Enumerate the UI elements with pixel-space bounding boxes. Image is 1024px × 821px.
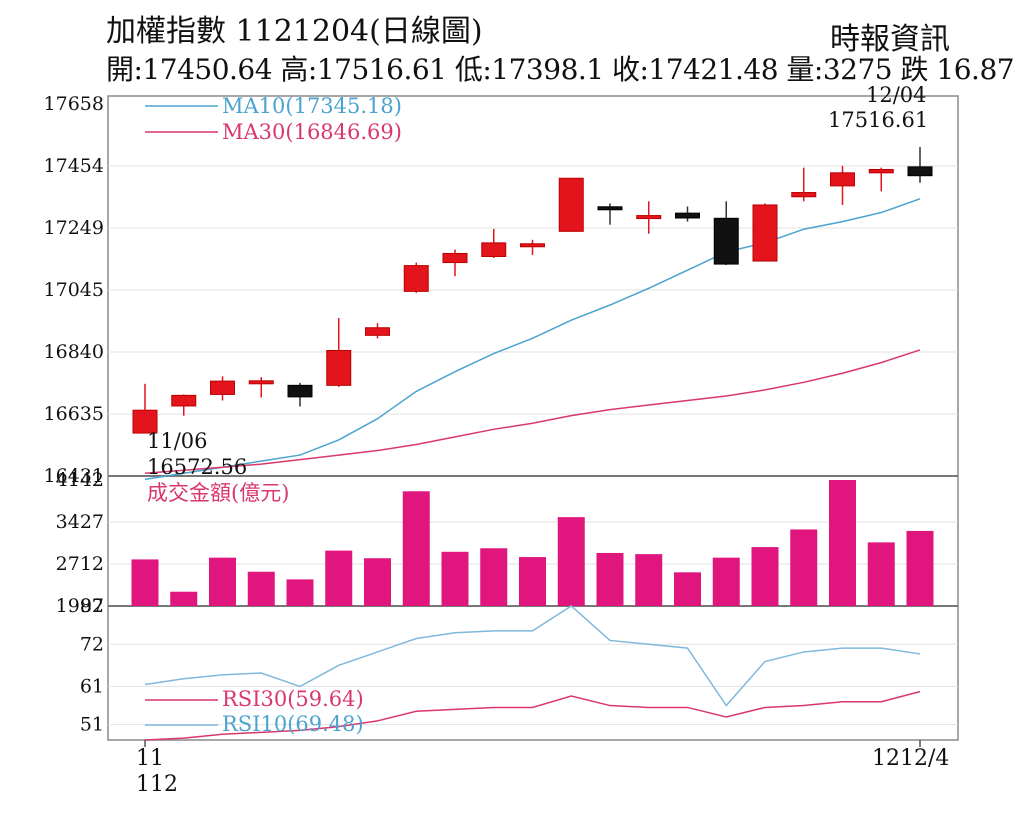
volume-bar (790, 529, 818, 606)
volume-bar (247, 571, 275, 606)
rsi-panel: RSI30(59.64)RSI10(69.48) (144, 605, 921, 741)
candle-body (248, 380, 274, 385)
volume-bar (867, 542, 895, 606)
annotation-high-value: 17516.61 (828, 108, 928, 132)
candle-body (752, 204, 778, 262)
annotation-high-date: 12/04 (866, 83, 927, 107)
x-label-last-date: 12/4 (900, 746, 949, 771)
y-tick-label: 17249 (44, 217, 104, 239)
volume-panel: 成交金額(億元) (131, 480, 934, 606)
candle-body (520, 243, 545, 248)
ma30-line (144, 349, 921, 475)
candle-body (481, 242, 507, 257)
y-tick-label: 4142 (56, 469, 104, 491)
annotation-low-value: 16572.56 (147, 455, 247, 479)
plot-border (107, 95, 959, 741)
volume-bar (209, 557, 236, 606)
y-tick-label: 17045 (44, 279, 104, 301)
candle-body (287, 384, 313, 398)
candle-body (132, 409, 158, 434)
candle-body (442, 252, 468, 264)
volume-bar (170, 591, 198, 606)
volume-legend: 成交金額(億元) (147, 481, 289, 505)
candle-body (636, 215, 662, 220)
candle-body (171, 394, 197, 407)
y-tick-label: 16635 (44, 403, 104, 425)
y-tick-label: 16431 (44, 465, 104, 487)
candle-body (558, 177, 584, 232)
volume-bar (674, 572, 701, 606)
candle-body (675, 212, 700, 219)
candle-body (403, 265, 429, 292)
candle-body (597, 206, 623, 211)
price-panel: MA10(17345.18)MA30(16846.69) 11/0616572.5… (132, 83, 933, 481)
legend-ma10: MA10(17345.18) (222, 94, 402, 118)
candle-body (210, 380, 235, 395)
rsi10-line (144, 605, 921, 707)
candle-body (713, 217, 739, 265)
volume-bar (557, 517, 585, 606)
y-tick-label: 61 (80, 675, 104, 697)
chart-title: 加權指數 1121204(日線圖) (106, 14, 483, 49)
y-tick-label: 2712 (56, 553, 104, 575)
candle-body (830, 172, 855, 187)
y-tick-label: 51 (80, 714, 104, 736)
chart-frame (107, 95, 959, 741)
candle-body (791, 192, 817, 198)
volume-bar (712, 557, 740, 606)
volume-bar (519, 557, 546, 606)
x-label-month: 11 (136, 746, 164, 771)
candle-body (365, 327, 390, 336)
volume-bar (131, 559, 159, 606)
y-tick-label: 3427 (56, 511, 104, 533)
volume-bar (829, 480, 856, 606)
volume-bar (286, 579, 314, 606)
y-tick-label: 17454 (44, 155, 104, 177)
legend-ma30: MA30(16846.69) (222, 120, 402, 144)
volume-bar (906, 530, 934, 606)
volume-bar (364, 558, 391, 606)
volume-bar (596, 552, 624, 606)
volume-bar (325, 550, 353, 606)
candle-body (907, 166, 933, 177)
volume-bar (480, 548, 508, 606)
annotation-low-date: 11/06 (147, 429, 208, 453)
volume-bar (402, 491, 430, 606)
x-label-month-end: 12 (872, 746, 900, 771)
volume-bar (441, 551, 469, 606)
ma10-line (144, 198, 921, 481)
y-tick-label: 17658 (44, 93, 104, 115)
rsi30-line (144, 690, 921, 741)
candle-body (868, 168, 894, 174)
volume-bar (751, 547, 779, 606)
y-tick-label: 72 (80, 633, 104, 655)
legend-rsi30: RSI30(59.64) (222, 687, 364, 711)
y-tick-label: 16840 (44, 341, 104, 363)
legend-rsi10: RSI10(69.48) (222, 712, 364, 736)
source-label: 時報資訊 (830, 22, 950, 57)
volume-bar (635, 554, 663, 606)
candle-body (326, 349, 352, 386)
x-label-year: 112 (136, 772, 178, 797)
y-tick-label: 1997 (56, 595, 104, 617)
ohlc-stats: 開:17450.64 高:17516.61 低:17398.1 收:17421.… (106, 53, 1015, 86)
y-tick-label: 82 (80, 595, 104, 617)
